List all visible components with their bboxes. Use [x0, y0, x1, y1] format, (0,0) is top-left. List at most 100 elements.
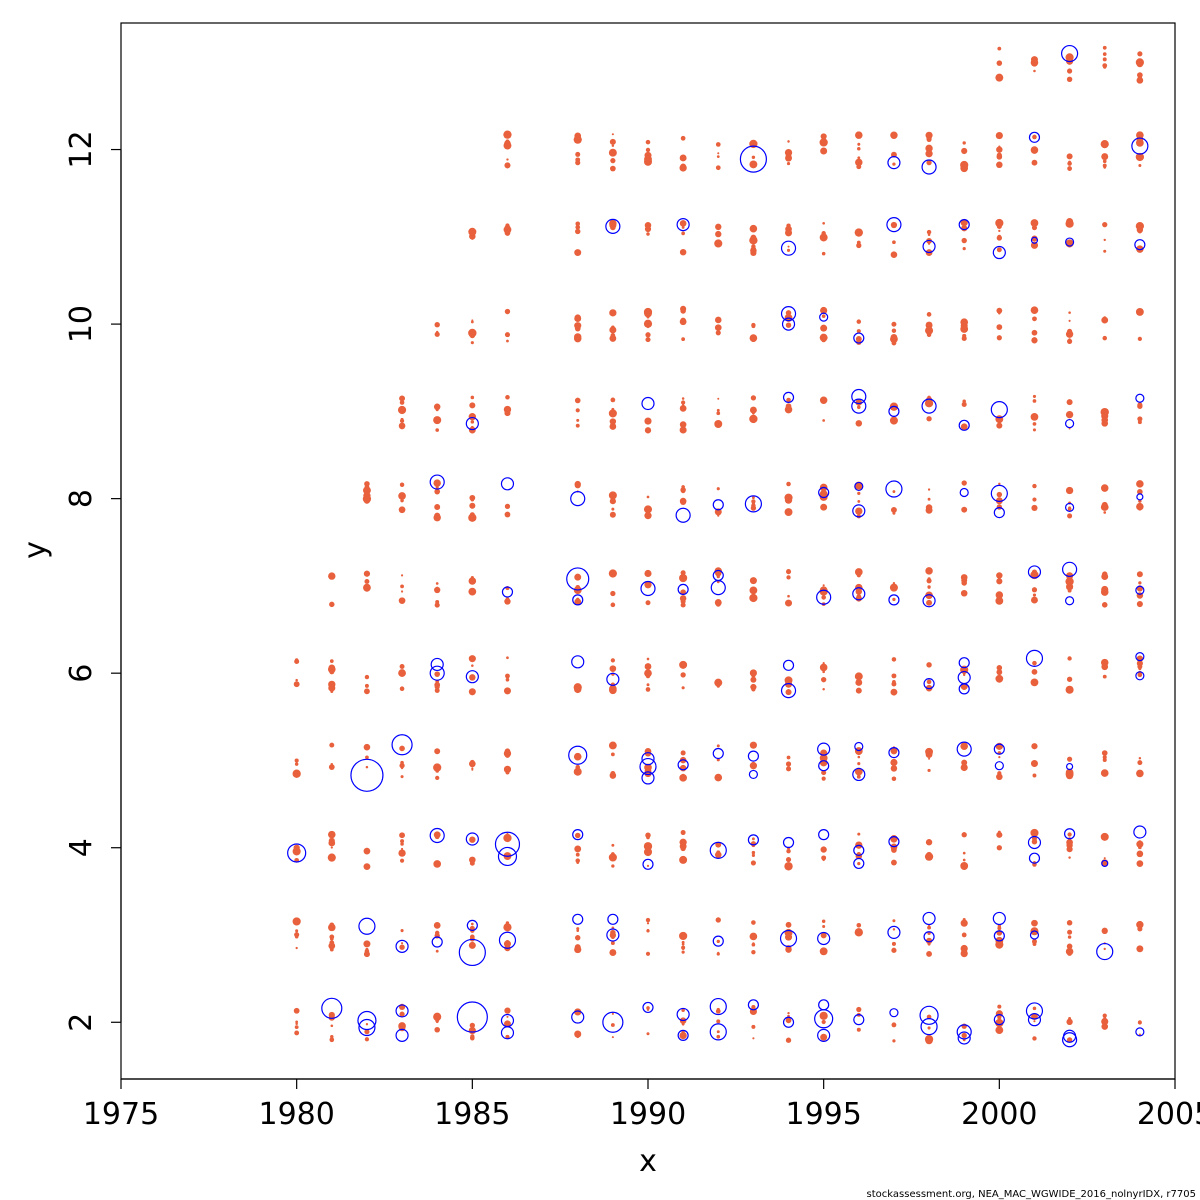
positive-residual-circle [744, 495, 763, 513]
negative-residual-dot [681, 397, 685, 400]
negative-residual-dot [995, 415, 1004, 424]
negative-residual-dot [681, 226, 685, 229]
negative-residual-dot [927, 577, 931, 581]
negative-residual-dot [505, 228, 510, 234]
negative-residual-dot [892, 490, 896, 493]
negative-residual-dot [435, 428, 439, 432]
positive-residual-circle [888, 746, 900, 759]
negative-residual-dot [504, 308, 511, 315]
positive-residual-circle [921, 398, 937, 414]
negative-residual-dot [996, 307, 1003, 314]
positive-residual-circle [922, 239, 936, 254]
negative-residual-dot [435, 582, 439, 585]
negative-residual-dot [644, 663, 652, 670]
negative-residual-dot [786, 481, 791, 487]
negative-residual-dot [365, 765, 369, 769]
positive-residual-circle [497, 846, 518, 867]
positive-residual-circle [429, 665, 445, 681]
negative-residual-dot [892, 581, 896, 585]
negative-residual-dot [608, 569, 617, 578]
negative-residual-dot [433, 1012, 442, 1021]
positive-residual-circle [430, 657, 444, 672]
negative-residual-dot [434, 512, 441, 519]
negative-residual-dot [855, 507, 863, 515]
negative-residual-dot [963, 1038, 966, 1042]
negative-residual-dot [856, 594, 862, 599]
negative-residual-dot [1136, 850, 1144, 858]
negative-residual-dot [646, 315, 650, 319]
negative-residual-dot [574, 1030, 582, 1038]
negative-residual-dot [822, 419, 826, 422]
negative-residual-dot [925, 567, 933, 575]
negative-residual-dot [399, 944, 405, 950]
negative-residual-dot [960, 423, 968, 431]
negative-residual-dot [1137, 51, 1143, 57]
negative-residual-dot [749, 741, 757, 749]
negative-residual-dot [821, 251, 826, 256]
x-tick-label: 1975 [83, 1097, 159, 1132]
positive-residual-circle [1135, 585, 1145, 595]
positive-residual-circle [641, 752, 655, 766]
negative-residual-dot [1032, 428, 1037, 432]
negative-residual-dot [996, 594, 1003, 601]
negative-residual-dot [857, 832, 861, 836]
negative-residual-dot [504, 410, 511, 417]
positive-residual-circle [709, 1023, 727, 1041]
negative-residual-dot [645, 951, 651, 956]
negative-residual-dot [716, 1019, 721, 1024]
negative-residual-dot [960, 218, 968, 227]
negative-residual-dot [644, 427, 652, 434]
negative-residual-dot [399, 1011, 405, 1017]
negative-residual-dot [1101, 573, 1109, 580]
negative-residual-dot [996, 223, 1002, 230]
negative-residual-dot [1032, 773, 1037, 778]
negative-residual-dot [1030, 678, 1039, 687]
negative-residual-dot [611, 133, 614, 136]
negative-residual-dot [679, 1031, 687, 1040]
negative-residual-dot [329, 601, 335, 608]
negative-residual-dot [679, 764, 687, 772]
negative-residual-dot [1137, 416, 1143, 422]
positive-residual-circle [958, 219, 970, 231]
negative-residual-dot [363, 940, 371, 948]
positive-residual-circle [456, 1001, 488, 1033]
negative-residual-dot [751, 1024, 756, 1029]
negative-residual-dot [995, 132, 1003, 140]
negative-residual-dot [785, 569, 792, 575]
positive-residual-circle [1135, 393, 1145, 403]
negative-residual-dot [399, 858, 405, 863]
negative-residual-dot [714, 316, 722, 324]
negative-residual-dot [1137, 72, 1143, 78]
negative-residual-dot [399, 664, 405, 669]
negative-residual-dot [751, 942, 756, 947]
negative-residual-dot [365, 1023, 369, 1026]
negative-residual-dot [434, 488, 441, 495]
positive-residual-circle [572, 829, 584, 841]
negative-residual-dot [681, 1030, 685, 1034]
negative-residual-dot [821, 397, 826, 402]
negative-residual-dot [1066, 153, 1073, 160]
positive-residual-circle [959, 487, 969, 498]
negative-residual-dot [504, 162, 511, 169]
negative-residual-dot [925, 326, 934, 335]
positive-residual-circle [570, 491, 586, 507]
negative-residual-dot [1137, 489, 1143, 495]
negative-residual-dot [927, 488, 931, 491]
negative-residual-dot [715, 917, 721, 923]
positive-residual-circle [1027, 565, 1042, 579]
negative-residual-dot [996, 845, 1002, 851]
negative-residual-dot [399, 832, 405, 839]
negative-residual-dot [714, 599, 722, 606]
negative-residual-dot [576, 1035, 580, 1039]
negative-residual-dot [997, 46, 1002, 51]
negative-residual-dot [471, 839, 474, 842]
negative-residual-dot [574, 832, 581, 839]
negative-residual-dot [856, 319, 862, 324]
negative-residual-dot [398, 422, 406, 430]
positive-residual-circle [993, 930, 1005, 942]
negative-residual-dot [400, 574, 404, 577]
negative-residual-dot [679, 248, 687, 256]
negative-residual-dot [1032, 593, 1037, 597]
negative-residual-dot [364, 948, 370, 954]
positive-residual-circle [990, 401, 1008, 419]
